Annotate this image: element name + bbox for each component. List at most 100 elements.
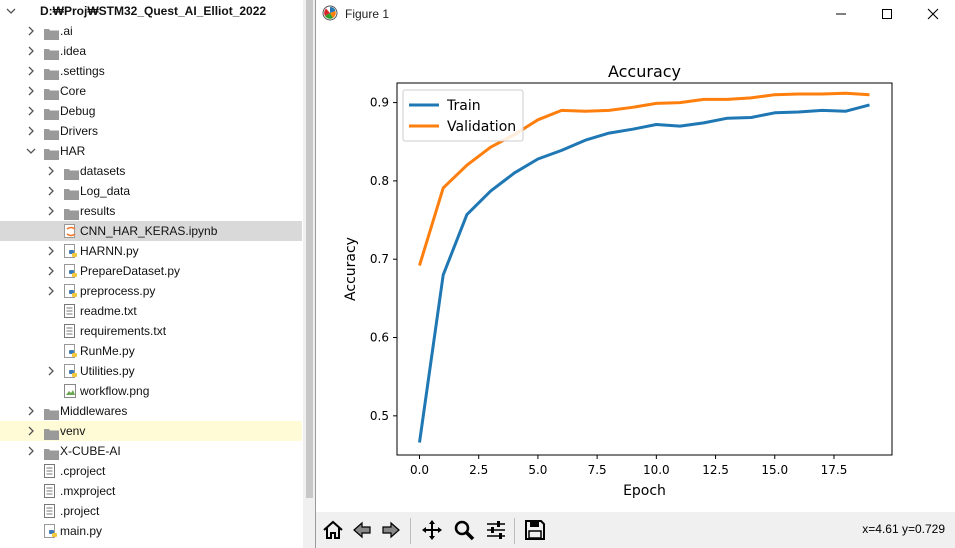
text-file-icon bbox=[44, 464, 55, 484]
tree-item[interactable]: X-CUBE-AI bbox=[0, 441, 302, 461]
chevron-right-icon[interactable] bbox=[45, 241, 57, 261]
tree-item[interactable]: workflow.png bbox=[0, 381, 302, 401]
tree-item[interactable]: Core bbox=[0, 81, 302, 101]
tree-item[interactable]: RunMe.py bbox=[0, 341, 302, 361]
close-button[interactable] bbox=[910, 0, 955, 28]
folder-icon bbox=[44, 46, 59, 66]
accuracy-chart[interactable]: Accuracy 0.0 2.5 5.0 7.5 10.0 12.5 15.0 17.5 0.5 0… bbox=[316, 28, 955, 512]
tree-item[interactable]: .cproject bbox=[0, 461, 302, 481]
forward-button[interactable] bbox=[377, 516, 405, 544]
save-button[interactable] bbox=[521, 516, 549, 544]
x-tick-label: 7.5 bbox=[588, 463, 607, 477]
chevron-right-icon[interactable] bbox=[45, 281, 57, 301]
folder-icon bbox=[44, 426, 59, 446]
folder-icon bbox=[44, 446, 59, 466]
chevron-down-icon[interactable] bbox=[5, 1, 17, 21]
tree-item[interactable]: requirements.txt bbox=[0, 321, 302, 341]
tree-item[interactable]: HAR bbox=[0, 141, 302, 161]
tree-item[interactable]: results bbox=[0, 201, 302, 221]
chevron-right-icon[interactable] bbox=[25, 121, 37, 141]
tree-item[interactable]: readme.txt bbox=[0, 301, 302, 321]
chevron-right-icon[interactable] bbox=[25, 441, 37, 461]
tree-item[interactable]: Utilities.py bbox=[0, 361, 302, 381]
tree-item-label: CNN_HAR_KERAS.ipynb bbox=[80, 224, 218, 238]
folder-icon bbox=[44, 406, 59, 426]
chevron-right-icon[interactable] bbox=[45, 361, 57, 381]
tree-item[interactable]: Middlewares bbox=[0, 401, 302, 421]
tree-item[interactable]: PrepareDataset.py bbox=[0, 261, 302, 281]
series-line-validation bbox=[418, 91, 870, 266]
tree-item-label: workflow.png bbox=[80, 384, 150, 398]
folder-icon bbox=[44, 126, 59, 146]
scrollbar-thumb[interactable] bbox=[306, 0, 313, 498]
tree-item[interactable]: Drivers bbox=[0, 121, 302, 141]
folder-icon bbox=[64, 166, 79, 186]
tree-item-label: requirements.txt bbox=[80, 324, 167, 338]
folder-icon bbox=[64, 186, 79, 206]
x-tick-label: 15.0 bbox=[761, 463, 788, 477]
python-file-icon bbox=[64, 344, 78, 364]
minimize-button[interactable] bbox=[818, 0, 864, 28]
save-icon bbox=[525, 520, 545, 540]
chevron-down-icon[interactable] bbox=[25, 141, 37, 161]
chevron-right-icon[interactable] bbox=[45, 161, 57, 181]
tree-scrollbar[interactable] bbox=[303, 0, 315, 548]
chevron-right-icon[interactable] bbox=[25, 401, 37, 421]
chevron-right-icon[interactable] bbox=[45, 261, 57, 281]
tree-item[interactable]: .project bbox=[0, 501, 302, 521]
tree-item-label: main.py bbox=[60, 524, 103, 538]
tree-item-label: .ai bbox=[60, 24, 73, 38]
tree-item[interactable]: datasets bbox=[0, 161, 302, 181]
image-file-icon bbox=[64, 384, 76, 404]
folder-icon bbox=[44, 86, 59, 106]
configure-subplots-button[interactable] bbox=[482, 516, 510, 544]
tree-item-label: Middlewares bbox=[60, 404, 128, 418]
y-tick-label: 0.6 bbox=[370, 331, 389, 345]
chevron-right-icon[interactable] bbox=[25, 61, 37, 81]
folder-icon bbox=[64, 206, 79, 226]
back-button[interactable] bbox=[348, 516, 376, 544]
home-button[interactable] bbox=[319, 516, 347, 544]
chevron-right-icon[interactable] bbox=[25, 81, 37, 101]
toolbar-separator bbox=[410, 518, 411, 544]
tree-item[interactable]: venv bbox=[0, 421, 302, 441]
chevron-right-icon[interactable] bbox=[45, 181, 57, 201]
tree-item-label: X-CUBE-AI bbox=[60, 444, 121, 458]
chevron-right-icon[interactable] bbox=[25, 421, 37, 441]
tree-item[interactable]: main.py bbox=[0, 521, 302, 541]
x-tick-label: 0.0 bbox=[410, 463, 429, 477]
chevron-right-icon[interactable] bbox=[45, 201, 57, 221]
tree-item[interactable]: .mxproject bbox=[0, 481, 302, 501]
tree-item[interactable]: Debug bbox=[0, 101, 302, 121]
zoom-button[interactable] bbox=[450, 516, 478, 544]
tree-item-label: venv bbox=[60, 424, 86, 438]
tree-item[interactable]: .idea bbox=[0, 41, 302, 61]
chevron-right-icon[interactable] bbox=[25, 21, 37, 41]
tree-item-label: PrepareDataset.py bbox=[80, 264, 181, 278]
chevron-right-icon[interactable] bbox=[25, 41, 37, 61]
title-bar[interactable]: Figure 1 bbox=[316, 0, 955, 28]
zoom-icon bbox=[454, 520, 475, 541]
tree-item[interactable]: .settings bbox=[0, 61, 302, 81]
tree-item-label: Utilities.py bbox=[80, 364, 135, 378]
tree-item[interactable]: preprocess.py bbox=[0, 281, 302, 301]
x-axis-label: Epoch bbox=[623, 483, 666, 499]
folder-icon bbox=[44, 66, 59, 86]
tree-item-label: readme.txt bbox=[80, 304, 137, 318]
tree-item-label: datasets bbox=[80, 164, 126, 178]
tree-item-label: preprocess.py bbox=[80, 284, 156, 298]
tree-item-label: Drivers bbox=[60, 124, 98, 138]
maximize-button[interactable] bbox=[864, 0, 910, 28]
tree-item[interactable]: HARNN.py bbox=[0, 241, 302, 261]
tree-item[interactable]: CNN_HAR_KERAS.ipynb bbox=[0, 221, 302, 241]
tree-item[interactable]: Log_data bbox=[0, 181, 302, 201]
python-file-icon bbox=[44, 524, 58, 544]
tree-root-item[interactable]: D:₩Proj₩STM32_Quest_AI_Elliot_2022 bbox=[0, 1, 302, 21]
chart-title: Accuracy bbox=[608, 62, 681, 81]
tree-item-label: RunMe.py bbox=[80, 344, 135, 358]
pan-button[interactable] bbox=[418, 516, 446, 544]
close-icon bbox=[927, 8, 939, 20]
x-tick-label: 5.0 bbox=[528, 463, 547, 477]
chevron-right-icon[interactable] bbox=[25, 101, 37, 121]
tree-item[interactable]: .ai bbox=[0, 21, 302, 41]
